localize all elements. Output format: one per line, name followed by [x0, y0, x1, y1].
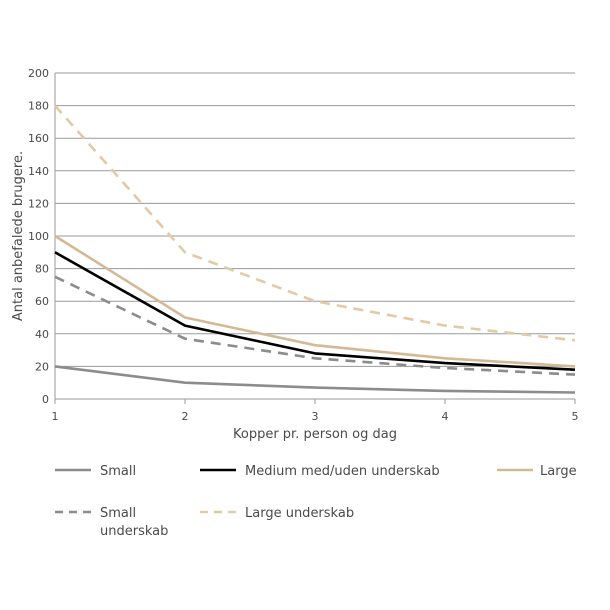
y-tick-label: 180	[28, 100, 49, 113]
series-lines	[54, 104, 576, 394]
legend-label: Large	[540, 464, 577, 479]
x-tick-label: 3	[312, 410, 319, 423]
y-tick-label: 40	[35, 328, 49, 341]
y-tick-label: 140	[28, 165, 49, 178]
series-line-small	[54, 365, 576, 394]
x-tick-label: 4	[442, 410, 449, 423]
legend: Small Medium med/uden underskab Large Small…	[55, 464, 577, 539]
y-tick-label: 20	[35, 360, 49, 373]
x-tick-label: 1	[52, 410, 59, 423]
y-tick-label: 60	[35, 295, 49, 308]
series-line-medium-med-uden-underskab	[54, 251, 576, 371]
y-axis-title: Antal anbefalede brugere.	[11, 151, 26, 321]
y-tick-label: 80	[35, 263, 49, 276]
legend-label: Small	[100, 464, 136, 479]
x-tick-label: 5	[572, 410, 579, 423]
series-line-small-underskab	[54, 275, 576, 376]
y-tick-label: 120	[28, 197, 49, 210]
x-tick-labels: 1 2 3 4 5	[52, 410, 579, 423]
y-tick-label: 0	[42, 393, 49, 406]
x-axis-title: Kopper pr. person og dag	[233, 427, 397, 442]
legend-label: Small	[100, 506, 136, 521]
y-tick-label: 160	[28, 132, 49, 145]
series-line-large	[54, 234, 576, 368]
y-tick-labels: 0 20 40 60 80 100 120 140 160 180 200	[28, 67, 49, 406]
y-tick-label: 200	[28, 67, 49, 80]
grid	[54, 72, 576, 404]
y-tick-label: 100	[28, 230, 49, 243]
legend-label: underskab	[100, 524, 168, 539]
x-tick-label: 2	[182, 410, 189, 423]
legend-label: Medium med/uden underskab	[245, 464, 440, 479]
legend-label: Large underskab	[245, 506, 354, 521]
series-line-large-underskab	[54, 104, 576, 342]
